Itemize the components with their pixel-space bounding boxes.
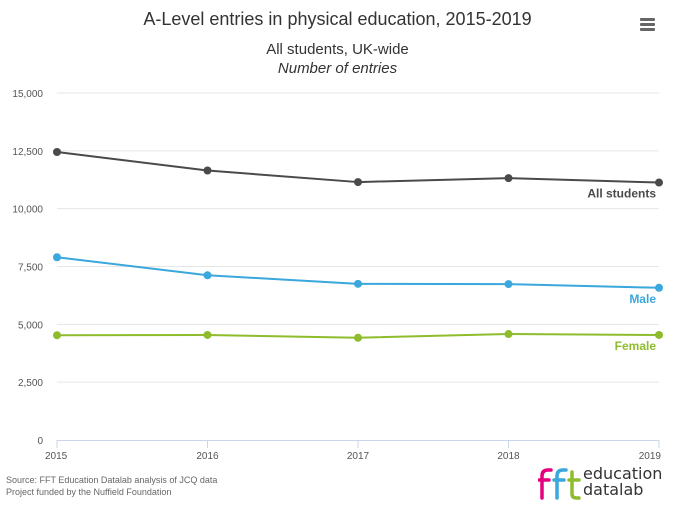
y-axis-tick-labels: 0 2,500 5,000 7,500 10,000 12,500 15,000: [12, 89, 43, 447]
datalab-logo: education datalab: [537, 466, 673, 500]
hamburger-menu-icon: [640, 23, 655, 26]
data-point[interactable]: [655, 178, 663, 187]
x-tick-label: 2017: [347, 451, 370, 462]
data-point[interactable]: [53, 147, 61, 156]
x-tick-label: 2019: [639, 451, 662, 462]
logo-text-line-2: datalab: [583, 480, 644, 499]
series-line: [56, 150, 660, 184]
hamburger-menu-icon: [640, 28, 655, 31]
data-point[interactable]: [53, 253, 61, 262]
data-point[interactable]: [53, 331, 61, 340]
x-tick-label: 2016: [196, 451, 219, 462]
source-line-1: Source: FFT Education Datalab analysis o…: [6, 475, 218, 485]
data-point[interactable]: [354, 279, 362, 288]
logo-text: education datalab: [583, 466, 662, 498]
x-tick-label: 2018: [497, 451, 520, 462]
source-note: Source: FFT Education Datalab analysis o…: [6, 474, 217, 498]
source-line-2: Project funded by the Nuffield Foundatio…: [6, 487, 172, 497]
y-tick-label: 5,000: [18, 320, 43, 331]
data-point[interactable]: [504, 280, 513, 289]
x-axis: 2015 2016 2017 2018 2019: [45, 440, 661, 462]
series-labels: All students Male Female: [587, 187, 656, 353]
y-tick-label: 0: [37, 436, 43, 447]
data-point[interactable]: [203, 330, 212, 339]
fft-logo-icon: [537, 468, 581, 500]
data-point[interactable]: [203, 271, 212, 280]
series-group: [53, 147, 663, 342]
chart-title: A-Level entries in physical education, 2…: [143, 9, 532, 29]
y-tick-label: 2,500: [18, 378, 43, 389]
data-point[interactable]: [203, 166, 212, 175]
logo-text-line-1: education: [583, 464, 663, 483]
data-point[interactable]: [354, 178, 362, 187]
chart-menu-button[interactable]: [636, 14, 660, 36]
y-tick-label: 7,500: [18, 263, 43, 274]
y-tick-label: 10,000: [12, 205, 43, 216]
series-end-label: All students: [587, 187, 656, 201]
series-end-label: Male: [629, 292, 656, 306]
data-point[interactable]: [504, 174, 513, 183]
hamburger-menu-icon: [640, 18, 655, 21]
chart-subtitle: All students, UK-wide Number of entries: [0, 40, 675, 78]
y-tick-label: 15,000: [12, 89, 43, 100]
data-point[interactable]: [504, 330, 513, 339]
x-tick-label: 2015: [45, 451, 68, 462]
grid-lines: [57, 92, 659, 383]
y-tick-label: 12,500: [12, 147, 43, 158]
series-end-label: Female: [615, 339, 657, 353]
subtitle-line-1: All students, UK-wide: [266, 41, 409, 58]
subtitle-line-2: Number of entries: [277, 60, 398, 77]
data-point[interactable]: [655, 283, 663, 292]
data-point[interactable]: [655, 330, 663, 339]
data-point[interactable]: [354, 333, 362, 342]
